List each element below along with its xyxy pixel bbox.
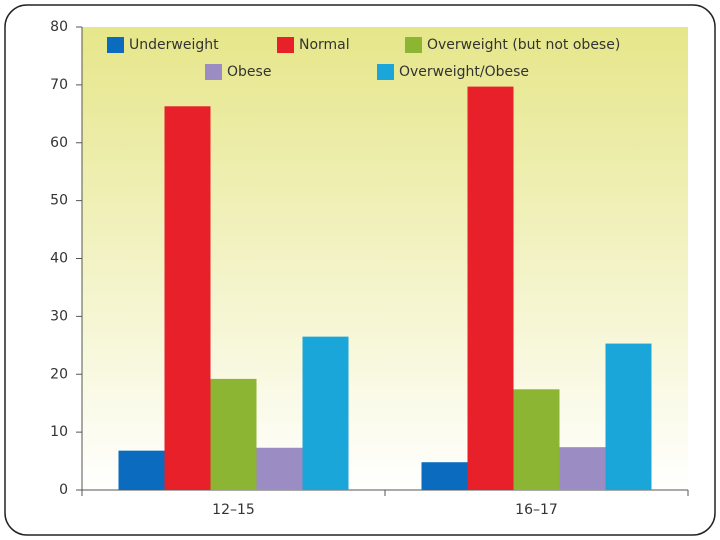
bar [256, 447, 303, 490]
bar [467, 86, 514, 490]
bar [513, 389, 560, 490]
bar [164, 106, 211, 490]
bar [421, 462, 468, 490]
y-tick-label: 0 [59, 482, 68, 498]
y-tick-label: 80 [50, 19, 68, 35]
bar [559, 447, 606, 490]
bar [302, 336, 349, 490]
legend-swatch [405, 37, 422, 53]
y-tick-label: 50 [50, 193, 68, 209]
x-tick-label: 12–15 [212, 502, 255, 518]
y-tick-label: 60 [50, 135, 68, 151]
x-tick-label: 16–17 [515, 502, 558, 518]
legend-label: Normal [299, 37, 350, 53]
legend-label: Overweight/Obese [399, 64, 529, 80]
y-tick-label: 70 [50, 77, 68, 93]
bar [210, 378, 257, 490]
legend-swatch [107, 37, 124, 53]
bar [118, 450, 165, 490]
legend-swatch [277, 37, 294, 53]
legend-swatch [377, 64, 394, 80]
y-tick-label: 10 [50, 424, 68, 440]
legend-swatch [205, 64, 222, 80]
y-tick-label: 20 [50, 366, 68, 382]
y-tick-label: 30 [50, 308, 68, 324]
bar [605, 343, 652, 490]
legend-label: Obese [227, 64, 271, 80]
legend-label: Overweight (but not obese) [427, 37, 620, 53]
legend-label: Underweight [129, 37, 219, 53]
y-tick-label: 40 [50, 251, 68, 267]
